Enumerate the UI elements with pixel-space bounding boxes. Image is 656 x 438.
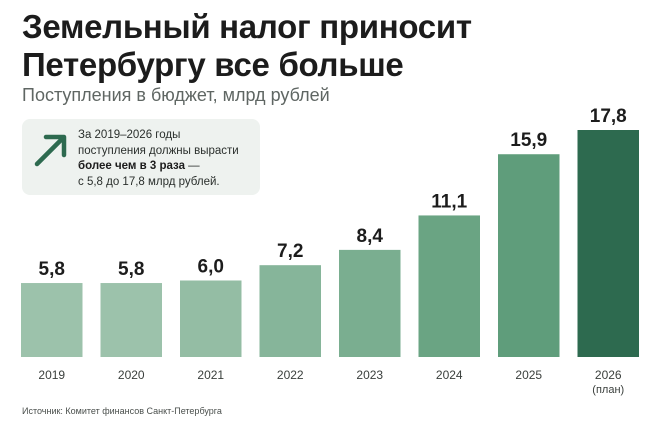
category-label-2021: 2021 (197, 368, 224, 382)
value-label-2022: 7,2 (277, 241, 303, 262)
value-label-2021: 6,0 (198, 256, 224, 277)
bar-2025 (498, 154, 560, 357)
value-label-2024: 11,1 (431, 191, 467, 212)
bar-2024 (418, 215, 480, 357)
title-line-1: Земельный налог приносит (22, 8, 472, 45)
value-label-2023: 8,4 (357, 226, 384, 247)
title-line-2: Петербургу все больше (22, 46, 404, 83)
bar-2022 (259, 265, 321, 357)
bar-2021 (180, 280, 242, 357)
category-label-2020: 2020 (118, 368, 145, 382)
callout-line-1: За 2019–2026 годы (78, 129, 181, 141)
callout-text: За 2019–2026 годы поступления должны выр… (78, 128, 239, 190)
value-label-2020: 5,8 (118, 259, 144, 280)
chart-title: Земельный налог приносит Петербургу все … (22, 8, 472, 84)
category-label-2022: 2022 (277, 368, 304, 382)
category-label-2024: 2024 (436, 368, 463, 382)
chart-subtitle: Поступления в бюджет, млрд рублей (22, 85, 330, 105)
value-label-2019: 5,8 (39, 259, 65, 280)
bar-2019 (21, 283, 83, 357)
callout-line-2: поступления должны вырасти (78, 144, 239, 157)
callout-line-4: с 5,8 до 17,8 млрд рублей. (78, 175, 220, 188)
callout-line-3: более чем в 3 раза — (78, 159, 239, 175)
bar-2026 (577, 130, 639, 357)
value-label-2026: 17,8 (590, 106, 627, 127)
category-note-2026: (план) (592, 384, 624, 396)
bar-2023 (339, 249, 401, 357)
category-label-2025: 2025 (515, 368, 542, 382)
arrow-up-right-icon (34, 134, 67, 167)
callout-emphasis: более чем в 3 раза (78, 160, 185, 172)
value-label-2025: 15,9 (510, 130, 547, 151)
source-note: Источник: Комитет финансов Санкт-Петербу… (22, 406, 222, 416)
category-label-2023: 2023 (356, 368, 383, 382)
category-label-2019: 2019 (38, 368, 65, 382)
callout-box: За 2019–2026 годы поступления должны выр… (22, 119, 260, 195)
category-label-2026: 2026 (595, 368, 622, 382)
callout-dash: — (184, 160, 200, 172)
bar-2020 (100, 283, 162, 357)
